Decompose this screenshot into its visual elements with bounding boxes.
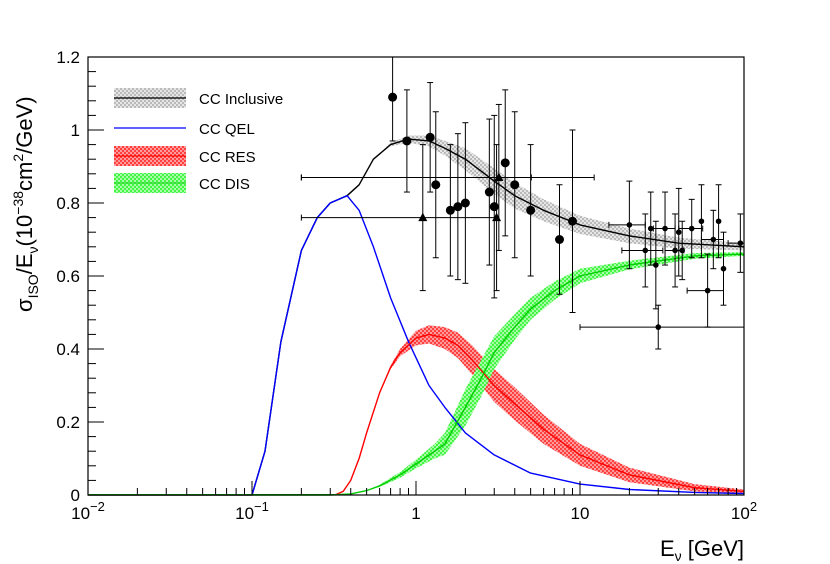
data-point-27 (715, 184, 722, 259)
marker-circle (510, 180, 520, 190)
x-axis-title: Eν [GeV] (660, 536, 744, 564)
data-point-10 (510, 111, 520, 259)
curve-cc-res (334, 333, 745, 496)
marker-dot (662, 225, 668, 232)
legend-label-cc-res: CC RES (199, 149, 256, 166)
data-point-13 (567, 129, 577, 313)
data-point-11 (526, 144, 536, 277)
data-point-21 (652, 191, 676, 266)
data-point-29 (579, 304, 744, 350)
x-tick-label-0: 10−2 (71, 499, 105, 523)
marker-dot (679, 247, 686, 254)
marker-dot (715, 218, 722, 225)
data-point-9 (500, 89, 510, 237)
y-tick-label-6: 1.2 (56, 48, 80, 67)
data-point-23 (679, 220, 686, 281)
data-point-17 (608, 180, 646, 270)
marker-dot (672, 247, 678, 254)
data-point-4 (445, 144, 455, 277)
uncertainty-bands (252, 135, 744, 495)
marker-triangle (418, 212, 428, 222)
data-point-16 (492, 144, 502, 292)
marker-dot (688, 225, 695, 232)
curve-cc-qel (251, 194, 745, 496)
marker-dot (653, 262, 659, 268)
data-point-5 (453, 133, 463, 281)
legend: CC Inclusive CC QEL CC RES CC DIS (114, 88, 283, 193)
marker-circle (555, 235, 565, 244)
marker-dot (647, 225, 654, 232)
data-point-6 (460, 122, 470, 284)
data-points (300, 56, 744, 350)
y-tick-label-3: 0.6 (56, 267, 80, 286)
y-tick-label-1: 0.2 (56, 413, 80, 432)
marker-dot (675, 229, 682, 235)
marker-circle (431, 180, 441, 190)
y-axis-title: σISO/Eν(10−38cm2/GeV) (10, 96, 41, 312)
x-tick-label-1: 10−1 (235, 499, 269, 523)
marker-dot (720, 265, 727, 272)
data-point-2 (425, 82, 435, 193)
data-point-19 (647, 191, 654, 266)
marker-dot (698, 218, 705, 225)
marker-circle (425, 132, 435, 142)
data-point-30 (686, 253, 725, 328)
marker-dot (655, 324, 662, 330)
marker-circle (402, 136, 412, 146)
band-cc-inclusive (252, 135, 744, 495)
y-tick-label-5: 1 (71, 121, 80, 140)
data-point-7 (484, 118, 494, 266)
legend-label-cc-qel: CC QEL (199, 121, 255, 138)
x-tick-label-2: 1 (411, 504, 420, 523)
legend-label-cc-dis: CC DIS (199, 176, 250, 193)
marker-circle (526, 205, 536, 215)
data-point-1 (402, 89, 412, 193)
data-point-25 (698, 184, 705, 259)
model-curves (88, 138, 745, 496)
marker-circle (388, 92, 398, 102)
axes: 10−2 10−1 1 10 102 0 0.2 0.4 0.6 0.8 1 1.2 (56, 48, 757, 523)
marker-dot (704, 287, 711, 294)
data-point-12 (555, 184, 565, 295)
marker-circle (453, 202, 463, 212)
y-tick-label-4: 0.8 (56, 194, 80, 213)
marker-dot (626, 222, 633, 228)
data-point-28 (727, 213, 744, 273)
y-tick-label-2: 0.4 (56, 340, 80, 359)
band-cc-res (334, 325, 744, 495)
data-point-32 (720, 231, 727, 306)
y-tick-label-0: 0 (71, 486, 80, 505)
x-tick-label-3: 10 (571, 504, 590, 523)
marker-circle (567, 216, 577, 226)
marker-dot (737, 240, 744, 246)
marker-triangle (492, 212, 502, 222)
marker-circle (460, 198, 470, 208)
legend-label-cc-inclusive: CC Inclusive (199, 91, 283, 108)
data-point-0 (388, 56, 398, 142)
marker-circle (445, 205, 455, 215)
data-point-18 (621, 213, 664, 288)
marker-dot (642, 247, 649, 254)
marker-dot (710, 236, 717, 243)
marker-circle (484, 187, 494, 197)
data-point-33 (300, 174, 532, 181)
data-point-31 (675, 187, 682, 277)
data-point-3 (431, 111, 441, 259)
marker-circle (500, 158, 510, 168)
data-point-26 (700, 209, 725, 270)
x-tick-label-4: 102 (731, 499, 757, 523)
data-point-8 (489, 114, 499, 299)
marker-circle (489, 202, 499, 212)
